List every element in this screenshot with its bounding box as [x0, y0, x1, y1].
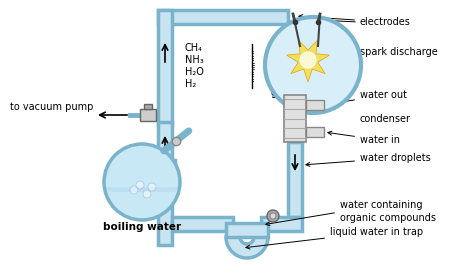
Bar [158, 122, 172, 160]
Bar [158, 205, 172, 245]
Text: liquid water in trap: liquid water in trap [246, 227, 423, 249]
Text: water droplets: water droplets [306, 153, 431, 166]
Bar [158, 10, 172, 125]
Bar [140, 109, 156, 121]
Polygon shape [106, 187, 178, 192]
Circle shape [148, 183, 156, 191]
Text: condenser: condenser [360, 114, 411, 124]
Circle shape [267, 210, 279, 222]
Polygon shape [287, 40, 329, 82]
Bar [288, 95, 302, 113]
Circle shape [143, 190, 151, 198]
Text: water out: water out [328, 90, 407, 106]
Bar [306, 127, 324, 137]
Text: organic compounds: organic compounds [340, 213, 436, 223]
Circle shape [300, 52, 316, 68]
Text: gases: gases [271, 88, 305, 98]
Bar [172, 160, 175, 174]
Circle shape [104, 144, 180, 220]
Bar [261, 217, 302, 231]
Circle shape [136, 181, 144, 189]
Text: boiling water: boiling water [103, 222, 181, 232]
Bar [306, 100, 324, 110]
Circle shape [270, 213, 276, 219]
Bar [172, 217, 233, 231]
Bar [158, 10, 288, 24]
Bar [288, 142, 302, 217]
Text: NH₃: NH₃ [185, 55, 204, 65]
Text: H₂: H₂ [185, 79, 196, 89]
Text: to vacuum pump: to vacuum pump [10, 102, 93, 112]
Text: electrodes: electrodes [299, 15, 411, 27]
Circle shape [130, 186, 138, 194]
Text: water in: water in [328, 131, 400, 145]
Text: water containing: water containing [266, 200, 422, 226]
Bar [288, 101, 302, 113]
Text: CH₄: CH₄ [185, 43, 203, 53]
Polygon shape [226, 237, 268, 258]
Bar [284, 95, 306, 142]
Bar [226, 223, 268, 237]
Text: spark discharge: spark discharge [355, 47, 438, 58]
Bar [144, 104, 152, 109]
Text: H₂O: H₂O [185, 67, 204, 77]
Circle shape [265, 17, 361, 113]
